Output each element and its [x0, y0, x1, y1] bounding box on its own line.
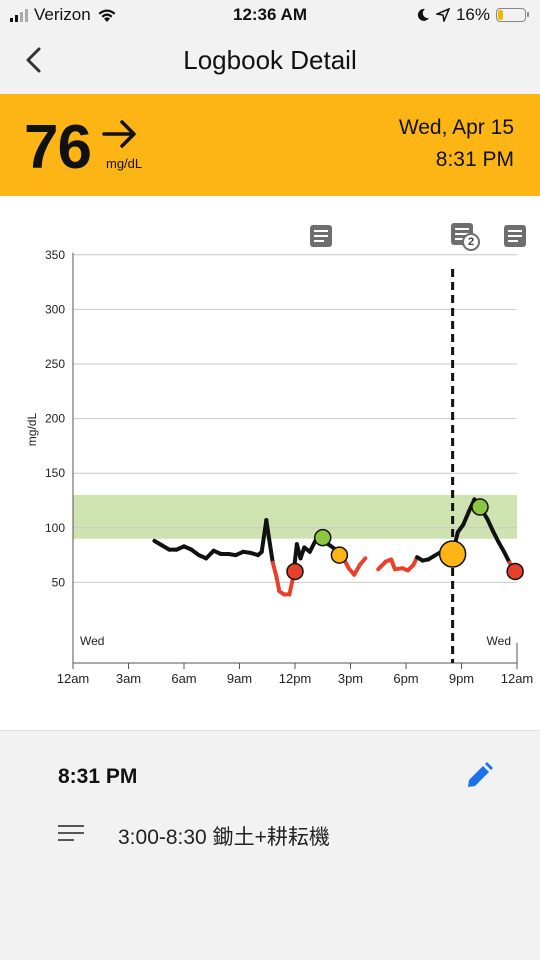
note-marker-icon[interactable]: [310, 225, 332, 247]
glucose-unit: mg/dL: [106, 156, 143, 171]
entry-detail: 8:31 PM 3:00-8:30 鋤土+耕耘機: [0, 730, 540, 960]
notes-lines-icon: [58, 825, 84, 843]
reading-marker: [506, 562, 524, 581]
y-tick-label: 50: [52, 575, 66, 589]
page-title: Logbook Detail: [183, 45, 357, 75]
glucose-trace-segment: [264, 518, 272, 541]
reading-marker: [330, 546, 349, 564]
x-tick-label: 9pm: [449, 671, 474, 686]
glucose-trace-segment: [274, 574, 282, 594]
glucose-trace-segment: [490, 529, 501, 544]
reading-marker: [314, 528, 332, 547]
moon-icon: [417, 8, 429, 21]
chevron-left-icon: [26, 47, 41, 73]
x-tick-label: 6am: [171, 671, 196, 686]
reading-marker: [286, 562, 304, 581]
target-range-band: [73, 495, 517, 539]
day-end-label: Wed: [487, 634, 511, 648]
x-tick-label: 3pm: [338, 671, 363, 686]
edit-button[interactable]: [464, 761, 494, 791]
glucose-trace-segment: [307, 538, 318, 554]
glucose-chart-card: 2 50 100 150 200 250 300 350 mg/dL 12am 3am 6am 9am…: [0, 196, 540, 730]
selected-reading-marker: [438, 540, 467, 568]
wifi-icon: [98, 9, 116, 22]
glucose-trace-segment: [357, 556, 368, 567]
x-tick-label: 6pm: [393, 671, 418, 686]
battery-percent: 16%: [455, 5, 490, 24]
reading-banner: 76 mg/dL Wed, Apr 15 8:31 PM: [0, 94, 540, 211]
day-start-label: Wed: [80, 634, 104, 648]
x-tick-label: 12am: [57, 671, 90, 686]
reading-date: Wed, Apr 15: [398, 116, 514, 139]
glucose-trace-segment: [267, 536, 275, 565]
back-button[interactable]: [18, 44, 48, 76]
location-icon: [435, 8, 450, 22]
y-tick-label: 200: [45, 412, 65, 426]
glucose-chart[interactable]: 50 100 150 200 250 300 350 mg/dL 12am 3am 6am 9am 12…: [0, 196, 540, 730]
x-tick-label: 9am: [227, 671, 252, 686]
y-tick-label: 100: [45, 521, 65, 535]
carrier-label: Verizon: [34, 5, 91, 24]
pencil-icon: [468, 762, 493, 787]
status-time: 12:36 AM: [232, 5, 307, 24]
status-bar: Verizon 12:36 AM 16%: [0, 0, 540, 30]
y-tick-label: 350: [45, 248, 65, 262]
reading-marker: [471, 498, 489, 516]
note-count-badge: 2: [462, 233, 480, 251]
y-tick-label: 300: [45, 302, 65, 316]
arrow-right-icon: [102, 120, 136, 148]
x-tick-label: 12am: [501, 671, 534, 686]
reading-time: 8:31 PM: [435, 148, 514, 171]
y-tick-label: 150: [45, 466, 65, 480]
entry-note: 3:00-8:30 鋤土+耕耘機: [118, 826, 330, 849]
y-axis-label: mg/dL: [25, 413, 39, 447]
glucose-trace-segment: [485, 517, 495, 534]
glucose-value: 76: [24, 113, 92, 182]
glucose-trace-segment: [270, 560, 279, 579]
y-tick-label: 250: [45, 357, 65, 371]
navigation-bar: Logbook Detail: [0, 30, 540, 94]
entry-time: 8:31 PM: [58, 765, 138, 788]
glucose-trace-segment: [502, 549, 512, 565]
signal-icon: [10, 8, 28, 22]
x-tick-label: 3am: [116, 671, 141, 686]
note-marker-icon[interactable]: [504, 225, 526, 247]
battery-icon: [496, 8, 529, 22]
x-tick-label: 12pm: [279, 671, 312, 686]
glucose-trace-segment: [461, 509, 471, 527]
